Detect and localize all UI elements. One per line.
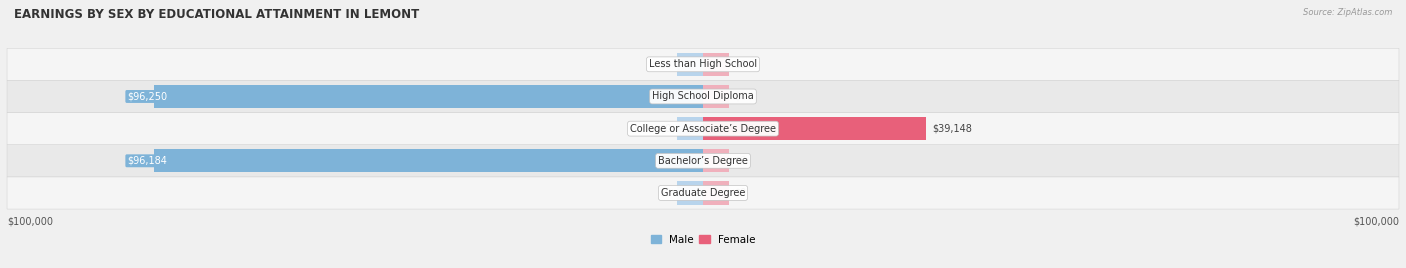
Bar (678, 53, 703, 76)
Bar (678, 117, 703, 140)
Text: $96,250: $96,250 (127, 91, 167, 102)
Text: College or Associate’s Degree: College or Associate’s Degree (630, 124, 776, 134)
Bar (703, 85, 728, 108)
Text: $39,148: $39,148 (932, 124, 972, 134)
Bar (703, 117, 927, 140)
FancyBboxPatch shape (7, 113, 1399, 145)
Text: $100,000: $100,000 (7, 216, 53, 226)
Bar (155, 149, 703, 172)
Text: $0: $0 (734, 188, 747, 198)
Legend: Male, Female: Male, Female (647, 230, 759, 249)
Text: Graduate Degree: Graduate Degree (661, 188, 745, 198)
Text: $0: $0 (659, 59, 672, 69)
Text: $0: $0 (659, 188, 672, 198)
Text: $0: $0 (734, 91, 747, 102)
Text: Source: ZipAtlas.com: Source: ZipAtlas.com (1302, 8, 1392, 17)
Text: EARNINGS BY SEX BY EDUCATIONAL ATTAINMENT IN LEMONT: EARNINGS BY SEX BY EDUCATIONAL ATTAINMEN… (14, 8, 419, 21)
Bar (703, 53, 728, 76)
Text: $96,184: $96,184 (127, 156, 167, 166)
Text: $0: $0 (734, 59, 747, 69)
FancyBboxPatch shape (7, 48, 1399, 80)
Text: Bachelor’s Degree: Bachelor’s Degree (658, 156, 748, 166)
Text: High School Diploma: High School Diploma (652, 91, 754, 102)
Bar (153, 85, 703, 108)
FancyBboxPatch shape (7, 177, 1399, 209)
Text: Less than High School: Less than High School (650, 59, 756, 69)
Bar (703, 149, 728, 172)
FancyBboxPatch shape (7, 145, 1399, 177)
Bar (678, 181, 703, 204)
Text: $0: $0 (659, 124, 672, 134)
Text: $100,000: $100,000 (1353, 216, 1399, 226)
Text: $0: $0 (734, 156, 747, 166)
FancyBboxPatch shape (7, 80, 1399, 113)
Bar (703, 181, 728, 204)
